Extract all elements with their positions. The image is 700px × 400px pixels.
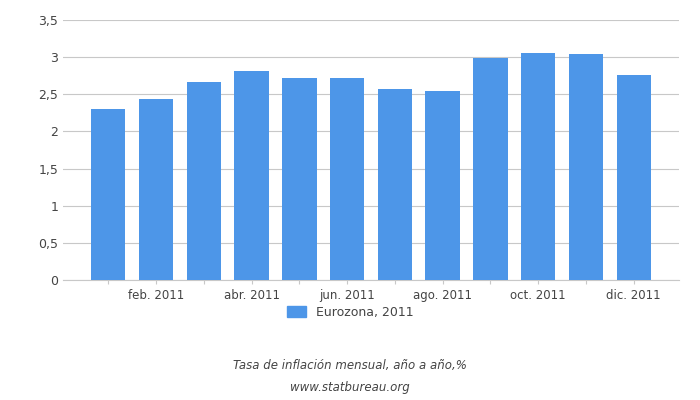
Text: www.statbureau.org: www.statbureau.org [290,382,410,394]
Bar [139,99,173,280]
Bar [378,89,412,280]
Bar [426,91,460,280]
Bar [234,70,269,280]
Bar [617,75,651,280]
Bar [569,54,603,280]
Bar [473,58,508,280]
Bar [330,78,364,280]
Bar [282,78,316,280]
Bar [91,109,125,280]
Bar [521,54,555,280]
Bar [187,82,221,280]
Legend: Eurozona, 2011: Eurozona, 2011 [282,301,418,324]
Text: Tasa de inflación mensual, año a año,%: Tasa de inflación mensual, año a año,% [233,360,467,372]
